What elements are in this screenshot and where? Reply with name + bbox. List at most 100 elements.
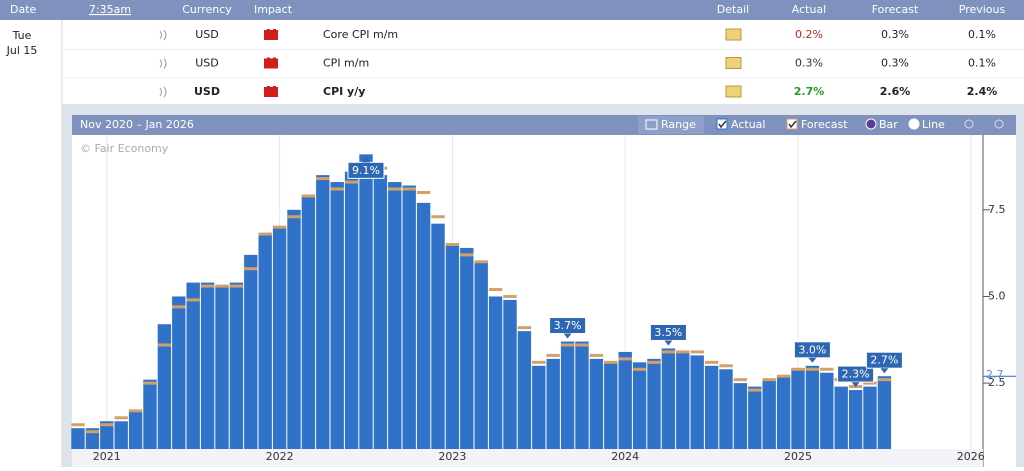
bar [733,383,748,449]
currency: USD [195,28,219,41]
value-label: 2.7% [870,354,898,367]
forecast-marker [344,180,359,184]
bar [532,365,546,449]
bar [128,410,143,449]
value-label: 3.5% [654,326,682,339]
bar [863,386,877,449]
forecast-marker [200,284,215,288]
bar [748,386,762,449]
callout-pointer [664,340,673,346]
callout-pointer [851,382,860,388]
forecast-marker [301,194,316,198]
forecast-marker [71,423,85,427]
forecast: 0.3% [881,28,909,41]
bar [85,428,100,449]
mode-label[interactable]: Bar [879,118,898,131]
current-value: 2.7 [986,368,1004,381]
detail-icon[interactable] [725,85,742,98]
legend-checkbox[interactable] [786,118,798,130]
x-tick-label: 2025 [784,450,812,463]
range-button[interactable]: Range [638,116,704,134]
x-tick-label: 2023 [438,450,466,463]
forecast-marker [460,253,474,257]
forecast-marker [157,343,172,347]
header-time[interactable]: 7:35am [89,3,131,16]
forecast-marker [517,326,532,330]
bar [474,261,488,449]
callout-pointer [362,157,370,163]
bar [560,341,575,449]
impact-icon [264,57,278,69]
impact-icon [264,29,278,40]
mode-label[interactable]: Line [922,118,945,131]
bar [805,365,820,449]
actual: 0.2% [795,28,823,41]
forecast-marker [632,367,647,371]
header-detail: Detail [717,3,749,16]
x-tick-label: 2026 [957,450,985,463]
forecast-marker [474,260,488,264]
forecast-marker [258,232,272,236]
header-date: Date [10,3,37,16]
forecast-marker [287,215,301,219]
x-tick-label: 2021 [93,450,121,463]
forecast-marker [748,388,762,392]
detail-icon[interactable] [725,28,742,41]
bar [517,331,532,449]
forecast-marker [776,374,791,378]
previous: 0.1% [968,28,996,41]
forecast-marker [618,357,632,361]
forecast-marker [272,225,287,229]
bar [301,195,316,449]
bar [157,324,172,449]
bar [676,351,690,449]
forecast-marker [229,284,244,288]
legend-label[interactable]: Actual [731,118,765,131]
bar [834,386,848,449]
forecast-marker [877,378,892,382]
impact-icon [264,86,278,97]
forecast-marker [445,242,460,246]
x-tick-label: 2024 [611,450,639,463]
bar [330,182,344,450]
bar [546,358,560,449]
forecast-marker [690,350,704,354]
legend-checkbox[interactable] [716,118,728,130]
forecast-marker [503,294,517,298]
sound-icon[interactable] [159,29,167,41]
forecast: 0.3% [881,57,909,70]
currency: USD [195,57,219,70]
detail-icon[interactable] [725,57,742,69]
value-label: 9.1% [352,164,380,177]
zoom-icon[interactable] [994,119,1004,129]
sound-icon[interactable] [159,86,167,98]
bar [632,362,647,449]
bar [287,209,301,449]
bar [143,379,157,449]
value-label: 3.7% [554,319,582,332]
header-forecast: Forecast [872,3,919,16]
bar [359,154,373,450]
forecast-marker [805,367,820,371]
sound-icon[interactable] [159,58,167,69]
bar [215,286,229,449]
mode-radio[interactable] [908,118,920,130]
bar [431,223,445,449]
bar [820,372,834,449]
forecast-marker [604,360,618,364]
forecast-marker [661,350,676,354]
bar [647,358,661,449]
bar [258,234,272,449]
actual: 2.7% [794,85,825,98]
bar [460,247,474,449]
bar [402,185,416,450]
mode-radio[interactable] [865,118,877,130]
zoom-icon[interactable] [964,119,974,129]
legend-label[interactable]: Forecast [801,118,848,131]
forecast-marker [589,353,604,357]
bar [704,365,719,449]
range-label[interactable]: Range [661,118,696,131]
bar [71,428,85,449]
forecast-marker [719,364,733,368]
